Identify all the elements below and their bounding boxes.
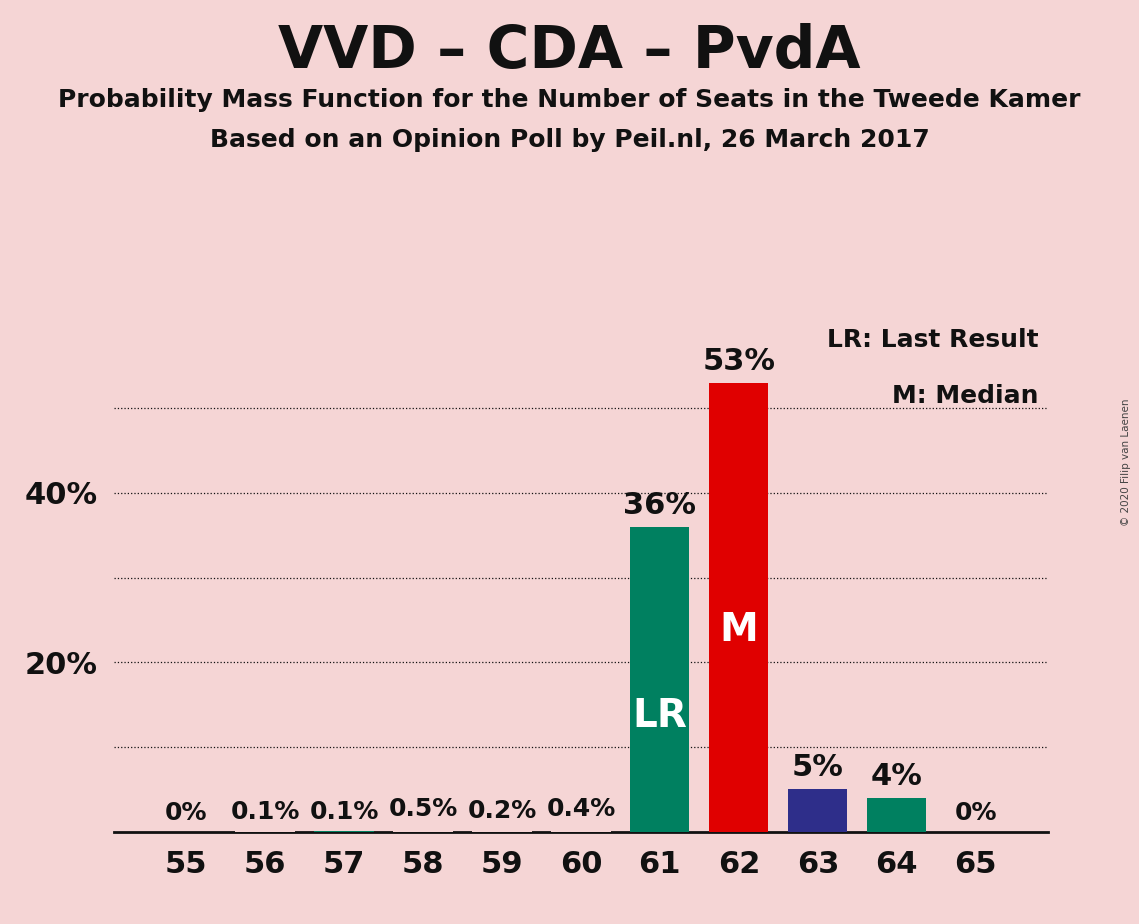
Text: © 2020 Filip van Laenen: © 2020 Filip van Laenen <box>1121 398 1131 526</box>
Text: 0.1%: 0.1% <box>310 800 378 824</box>
Bar <box>788 789 847 832</box>
Text: 5%: 5% <box>792 753 844 783</box>
Text: Probability Mass Function for the Number of Seats in the Tweede Kamer: Probability Mass Function for the Number… <box>58 88 1081 112</box>
Bar <box>393 827 452 832</box>
Text: Based on an Opinion Poll by Peil.nl, 26 March 2017: Based on an Opinion Poll by Peil.nl, 26 … <box>210 128 929 152</box>
Text: 53%: 53% <box>703 346 776 376</box>
Bar <box>551 828 611 832</box>
Bar <box>867 797 926 832</box>
Bar <box>630 527 689 832</box>
Text: LR: LR <box>632 697 687 735</box>
Text: VVD – CDA – PvdA: VVD – CDA – PvdA <box>278 23 861 80</box>
Text: LR: Last Result: LR: Last Result <box>827 328 1039 352</box>
Bar <box>473 830 532 832</box>
Text: 0%: 0% <box>954 801 997 825</box>
Text: 0%: 0% <box>165 801 207 825</box>
Bar <box>710 383 769 832</box>
Text: 0.5%: 0.5% <box>388 796 458 821</box>
Text: M: M <box>720 611 759 649</box>
Text: 0.4%: 0.4% <box>547 797 615 821</box>
Text: 0.1%: 0.1% <box>230 800 300 824</box>
Text: 4%: 4% <box>871 762 923 791</box>
Text: 36%: 36% <box>623 491 696 520</box>
Text: M: Median: M: Median <box>892 384 1039 408</box>
Text: 0.2%: 0.2% <box>467 799 536 823</box>
